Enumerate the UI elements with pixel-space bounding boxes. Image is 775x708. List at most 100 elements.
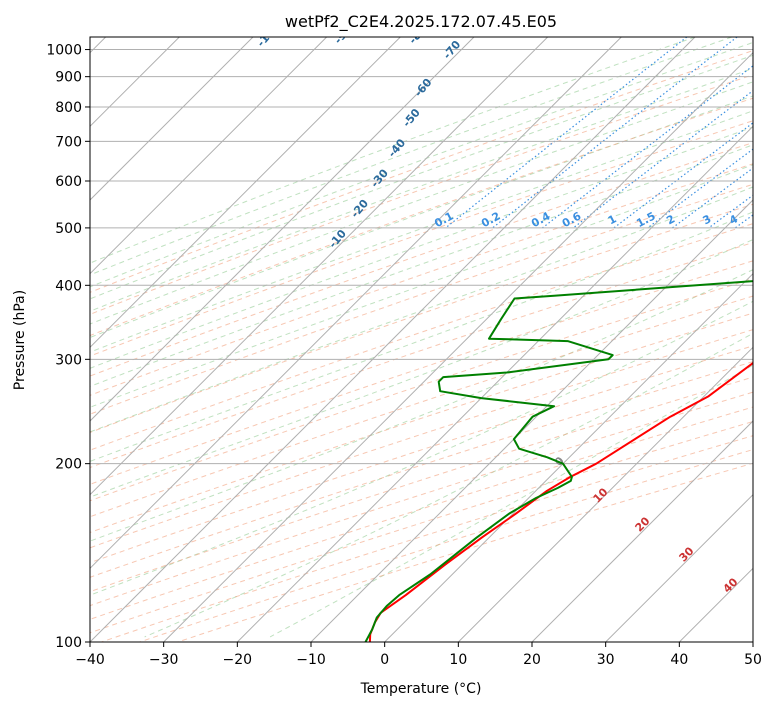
- moist-adiabat-line: [90, 37, 732, 276]
- moist-adiabat-label: 40: [721, 575, 741, 595]
- mixing-ratio-line: [613, 122, 753, 229]
- plot-frame: [89, 36, 754, 643]
- mixing-ratio-label: 0.4: [529, 209, 553, 230]
- x-axis-title: Temperature (°C): [360, 681, 482, 697]
- dry-adiabat-line: [90, 183, 753, 415]
- isotherm-line: [90, 37, 475, 422]
- mixing-ratio-label: 0.6: [560, 209, 584, 230]
- moist-adiabat-line: [90, 239, 753, 498]
- dry-adiabat-line: [90, 391, 753, 607]
- temperature-profile-line: [368, 361, 753, 642]
- isotherm-line: [90, 37, 696, 642]
- moist-adiabat-line: [90, 41, 753, 288]
- dry-adiabat-line: [90, 203, 753, 433]
- moist-adiabat-label: 10: [591, 485, 611, 505]
- sounding-profiles: [364, 280, 753, 642]
- isotherm-line: [531, 420, 753, 642]
- mixing-ratio-label: 2: [664, 212, 677, 227]
- mixing-ratio-line: [708, 194, 753, 229]
- dry-adiabat-label: -30: [368, 166, 391, 190]
- isotherm-grid: [90, 37, 753, 642]
- isotherm-line: [457, 346, 753, 642]
- mixing-ratio-label: 3: [701, 212, 714, 227]
- dry-adiabat-line: [90, 420, 753, 634]
- moist-adiabat-line: [90, 95, 753, 339]
- dry-adiabat-label: -80: [406, 23, 429, 47]
- mixing-ratio-lines: [445, 37, 753, 229]
- y-tick-label: 500: [55, 221, 82, 237]
- chart-title: wetPf2_C2E4.2025.172.07.45.E05: [285, 12, 557, 32]
- dry-adiabat-line: [90, 376, 753, 593]
- moist-adiabat-line: [90, 37, 696, 264]
- moist-adiabats: [90, 37, 753, 638]
- dry-adiabat-label: -50: [400, 106, 423, 130]
- mixing-ratio-label: 1: [606, 212, 619, 227]
- x-axis: −40 −30 −20 −10 0 10 20 30 40 50: [75, 642, 762, 668]
- x-tick-label: 10: [449, 652, 467, 668]
- y-tick-label: 800: [55, 100, 82, 116]
- x-tick-label: 0: [380, 652, 389, 668]
- dry-adiabat-line: [90, 361, 753, 578]
- moist-adiabat-line: [90, 164, 753, 408]
- dry-adiabat-line: [90, 163, 753, 396]
- x-tick-label: −10: [296, 652, 326, 668]
- isotherm-line: [90, 37, 549, 496]
- y-tick-label: 700: [55, 134, 82, 150]
- moist-adiabat-line: [90, 269, 753, 542]
- dry-adiabat-label: -70: [441, 38, 464, 62]
- isotherm-line: [90, 37, 254, 201]
- plot-area: 0.10.20.40.611.52346810131620253036-100-…: [90, 20, 753, 642]
- moist-adiabat-line: [90, 126, 753, 369]
- x-tick-label: −30: [149, 652, 179, 668]
- y-axis: 1000 900 800 700 600 500 400 300 200 100: [46, 43, 90, 651]
- mixing-ratio-line: [572, 89, 753, 229]
- y-axis-title: Pressure (hPa): [12, 290, 28, 390]
- moist-adiabat-line: [90, 54, 753, 300]
- x-tick-label: 30: [597, 652, 615, 668]
- moist-adiabat-line: [90, 67, 753, 312]
- dry-adiabat-line: [90, 312, 753, 533]
- dry-adiabat-line: [90, 295, 753, 518]
- y-tick-label: 400: [55, 278, 82, 294]
- moist-adiabat-line: [90, 110, 753, 353]
- dry-adiabat-line: [90, 120, 753, 357]
- moist-adiabat-line: [90, 211, 753, 462]
- dry-adiabats: [90, 50, 753, 642]
- mixing-ratio-label: 1.5: [634, 209, 657, 230]
- dry-adiabat-line: [90, 223, 753, 451]
- dry-adiabat-line: [90, 97, 753, 337]
- isotherm-line: [605, 493, 753, 642]
- dry-adiabat-label: -40: [385, 136, 408, 160]
- x-tick-label: 40: [670, 652, 688, 668]
- dry-adiabat-line: [101, 435, 753, 642]
- moist-adiabat-line: [90, 300, 753, 596]
- isobar-grid: [90, 49, 753, 642]
- isotherm-line: [310, 199, 753, 642]
- isotherm-line: [752, 641, 753, 642]
- isotherm-line: [90, 37, 328, 275]
- dry-adiabat-line: [90, 329, 753, 549]
- mixing-ratio-line: [734, 214, 753, 229]
- x-tick-label: −20: [223, 652, 253, 668]
- x-tick-label: 50: [744, 652, 762, 668]
- moist-adiabat-line: [90, 144, 753, 387]
- dry-adiabat-line: [90, 278, 753, 502]
- dry-adiabat-label: -100: [254, 20, 282, 50]
- y-tick-label: 900: [55, 70, 82, 86]
- dry-adiabat-line: [90, 260, 753, 485]
- dewpoint-profile-line: [364, 280, 753, 642]
- moist-adiabat-line: [144, 332, 753, 638]
- y-tick-label: 200: [55, 457, 82, 473]
- isotherm-line: [90, 37, 622, 570]
- isotherm-line: [90, 37, 401, 349]
- y-tick-label: 300: [55, 352, 82, 368]
- moist-adiabat-line: [90, 81, 753, 325]
- moist-adiabat-label: 20: [633, 514, 653, 534]
- dry-adiabat-line: [90, 345, 753, 564]
- y-tick-label: 600: [55, 174, 82, 190]
- y-tick-label: 100: [55, 635, 82, 651]
- dry-adiabat-line: [90, 241, 753, 469]
- y-tick-label: 1000: [46, 43, 82, 59]
- mixing-ratio-line: [542, 65, 753, 229]
